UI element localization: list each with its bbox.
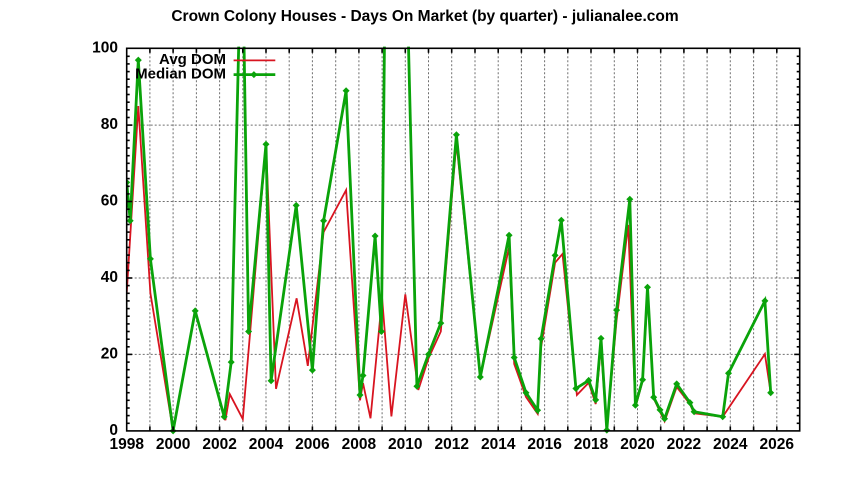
- svg-text:Avg DOM: Avg DOM: [159, 51, 226, 68]
- svg-text:2010: 2010: [388, 436, 422, 453]
- svg-text:2000: 2000: [156, 436, 190, 453]
- svg-text:2012: 2012: [434, 436, 468, 453]
- svg-text:1998: 1998: [109, 436, 144, 453]
- svg-text:0: 0: [109, 422, 118, 439]
- svg-text:2014: 2014: [481, 436, 516, 453]
- svg-text:Crown Colony Houses - Days On: Crown Colony Houses - Days On Market (by…: [171, 8, 678, 25]
- svg-text:80: 80: [101, 116, 118, 133]
- svg-text:100: 100: [92, 40, 118, 57]
- svg-text:60: 60: [101, 193, 118, 210]
- svg-text:Median DOM: Median DOM: [135, 65, 226, 82]
- svg-text:2024: 2024: [713, 436, 748, 453]
- svg-text:2008: 2008: [342, 436, 377, 453]
- svg-text:2026: 2026: [760, 436, 795, 453]
- svg-text:2022: 2022: [667, 436, 701, 453]
- svg-text:2006: 2006: [295, 436, 330, 453]
- svg-text:2002: 2002: [202, 436, 236, 453]
- svg-text:2016: 2016: [527, 436, 562, 453]
- svg-text:2004: 2004: [249, 436, 284, 453]
- svg-text:2020: 2020: [620, 436, 654, 453]
- svg-text:40: 40: [101, 269, 118, 286]
- svg-text:2018: 2018: [574, 436, 609, 453]
- svg-text:20: 20: [101, 345, 118, 362]
